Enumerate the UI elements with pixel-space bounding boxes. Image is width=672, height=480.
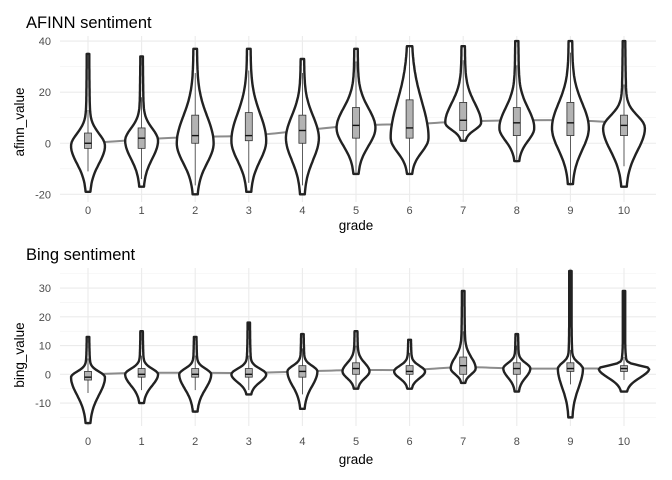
bing-x-tick-label: 6 (407, 436, 413, 448)
afinn-y-tick-labels: -20 0 20 40 (35, 36, 51, 201)
bing-box (566, 362, 575, 372)
bing-x-tick-label: 9 (567, 436, 573, 448)
bing-box (191, 368, 200, 378)
afinn-box (459, 102, 468, 131)
afinn-box (244, 112, 253, 142)
afinn-x-tick-label: 3 (246, 205, 252, 217)
bing-y-tick-label: 20 (39, 312, 51, 324)
afinn-panel: AFINN sentiment -20 0 20 40 0 1 2 3 4 5 6 7 8 9 10 gr… (12, 14, 656, 233)
bing-y-axis-label: bing_value (12, 322, 27, 387)
afinn-x-tick-label: 2 (192, 205, 198, 217)
bing-box (137, 368, 146, 378)
afinn-x-tick-labels: 0 1 2 3 4 5 6 7 8 9 10 (85, 205, 630, 217)
bing-panel: Bing sentiment -10 0 10 20 30 0 1 2 3 4 5 6 7 8 9 10 g… (12, 246, 656, 467)
afinn-y-tick-label: 0 (45, 138, 51, 150)
bing-violin (556, 269, 585, 419)
afinn-y-tick-label: 40 (39, 36, 51, 48)
bing-y-tick-label: 10 (39, 341, 51, 353)
afinn-x-axis-label: grade (339, 218, 374, 233)
bing-x-tick-label: 0 (85, 436, 91, 448)
afinn-x-tick-label: 1 (139, 205, 145, 217)
afinn-x-tick-label: 10 (618, 205, 630, 217)
afinn-x-tick-label: 4 (299, 205, 305, 217)
afinn-title: AFINN sentiment (26, 14, 152, 32)
bing-x-tick-label: 5 (353, 436, 359, 448)
bing-box (244, 368, 253, 378)
afinn-x-tick-label: 5 (353, 205, 359, 217)
bing-y-tick-label: 0 (45, 369, 51, 381)
bing-violin (597, 289, 651, 393)
afinn-x-tick-label: 8 (514, 205, 520, 217)
afinn-x-tick-label: 0 (85, 205, 91, 217)
afinn-violins (69, 39, 647, 196)
afinn-x-tick-label: 7 (460, 205, 466, 217)
bing-y-tick-label: -10 (35, 398, 51, 410)
afinn-box (405, 99, 414, 139)
afinn-box (84, 132, 92, 149)
bing-x-tick-label: 4 (299, 436, 305, 448)
bing-x-tick-label: 1 (139, 436, 145, 448)
afinn-x-tick-label: 6 (407, 205, 413, 217)
bing-x-tick-label: 8 (514, 436, 520, 448)
bing-box (405, 365, 414, 375)
bing-x-tick-label: 2 (192, 436, 198, 448)
bing-box (84, 371, 92, 381)
bing-y-tick-label: 30 (39, 283, 51, 295)
bing-x-tick-label: 10 (618, 436, 630, 448)
afinn-box (566, 102, 575, 137)
afinn-y-axis-label: afinn_value (12, 87, 27, 156)
bing-title: Bing sentiment (26, 246, 136, 264)
bing-y-tick-labels: -10 0 10 20 30 (35, 283, 51, 410)
bing-violins (69, 269, 651, 425)
bing-x-tick-label: 3 (246, 436, 252, 448)
bing-x-tick-label: 7 (460, 436, 466, 448)
afinn-box (352, 107, 360, 139)
afinn-y-tick-label: -20 (35, 189, 51, 201)
bing-x-tick-labels: 0 1 2 3 4 5 6 7 8 9 10 (85, 436, 630, 448)
afinn-y-tick-label: 20 (39, 87, 51, 99)
afinn-x-tick-label: 9 (567, 205, 573, 217)
afinn-box (298, 114, 307, 144)
afinn-box (512, 107, 521, 136)
afinn-box (191, 114, 200, 144)
bing-x-axis-label: grade (339, 452, 374, 467)
